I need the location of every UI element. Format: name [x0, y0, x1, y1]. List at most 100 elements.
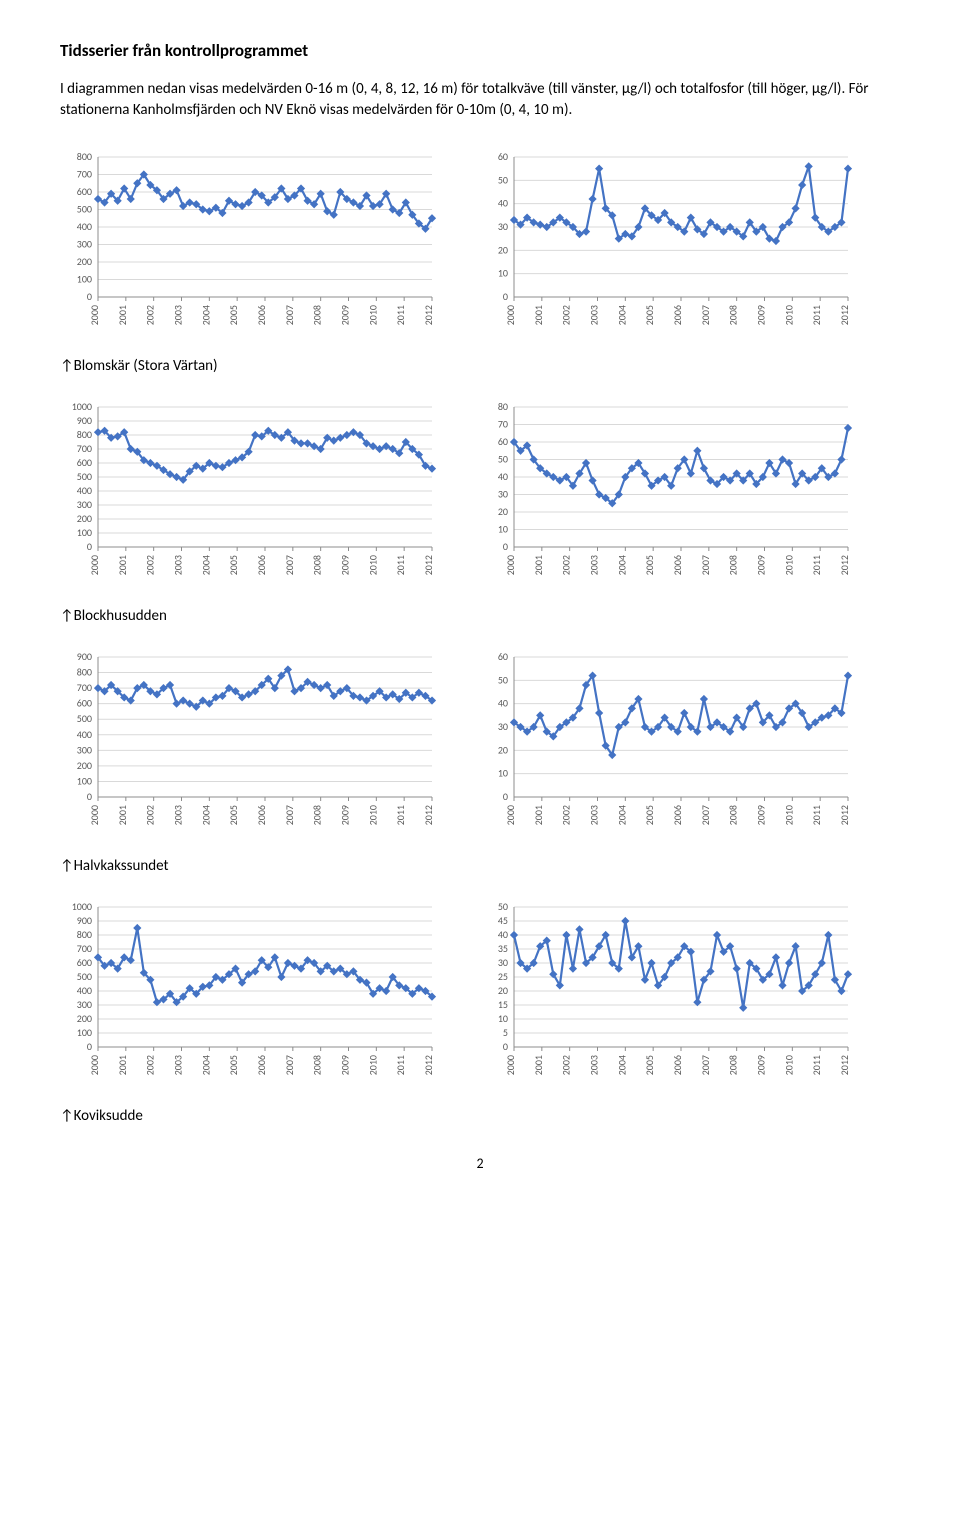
chart: 0102030405060200020012002200320042005200… [476, 649, 856, 849]
svg-text:50: 50 [498, 900, 508, 913]
svg-text:2006: 2006 [255, 305, 268, 325]
svg-text:70: 70 [498, 418, 508, 431]
svg-text:400: 400 [77, 984, 92, 997]
svg-text:30: 30 [498, 220, 508, 233]
chart-row: 0100200300400500600700800200020012002200… [60, 149, 900, 349]
svg-text:50: 50 [498, 173, 508, 186]
svg-text:0: 0 [503, 290, 508, 303]
chart-row: 0100200300400500600700800900200020012002… [60, 649, 900, 849]
svg-text:200: 200 [77, 759, 92, 772]
svg-text:2005: 2005 [643, 805, 656, 825]
chart-wrap: 0100200300400500600700800200020012002200… [60, 149, 440, 349]
svg-text:2011: 2011 [394, 555, 407, 575]
svg-text:800: 800 [77, 666, 92, 679]
svg-text:800: 800 [77, 150, 92, 163]
svg-text:2011: 2011 [810, 1055, 823, 1075]
svg-text:400: 400 [77, 220, 92, 233]
chart-caption: ↑Blomskär (Stora Värtan) [60, 357, 900, 375]
svg-text:10: 10 [498, 767, 508, 780]
svg-text:2000: 2000 [88, 555, 101, 575]
chart-wrap: 0102030405060200020012002200320042005200… [476, 649, 856, 849]
chart-caption: ↑Blockhusudden [60, 607, 900, 625]
svg-text:2012: 2012 [422, 1055, 435, 1075]
charts-container: 0100200300400500600700800200020012002200… [60, 149, 900, 1125]
svg-text:30: 30 [498, 720, 508, 733]
svg-text:400: 400 [77, 484, 92, 497]
svg-text:600: 600 [77, 956, 92, 969]
svg-text:100: 100 [77, 1026, 92, 1039]
svg-text:2006: 2006 [255, 805, 268, 825]
svg-text:2012: 2012 [422, 555, 435, 575]
svg-text:60: 60 [498, 650, 508, 663]
svg-text:100: 100 [77, 526, 92, 539]
svg-text:2008: 2008 [311, 305, 324, 325]
svg-text:2012: 2012 [838, 1055, 851, 1075]
svg-text:600: 600 [77, 456, 92, 469]
svg-text:2009: 2009 [755, 1055, 768, 1075]
chart-row: 0100200300400500600700800900100020002001… [60, 399, 900, 599]
svg-text:2003: 2003 [588, 305, 601, 325]
svg-text:300: 300 [77, 238, 92, 251]
svg-text:2003: 2003 [172, 1055, 185, 1075]
svg-text:2001: 2001 [532, 305, 545, 325]
svg-text:2000: 2000 [88, 805, 101, 825]
svg-text:40: 40 [498, 928, 508, 941]
svg-text:2002: 2002 [560, 1055, 573, 1075]
svg-text:2011: 2011 [394, 305, 407, 325]
svg-text:2004: 2004 [615, 805, 628, 825]
svg-text:10: 10 [498, 267, 508, 280]
svg-text:2011: 2011 [810, 805, 823, 825]
svg-text:20: 20 [498, 984, 508, 997]
svg-text:2005: 2005 [643, 1055, 656, 1075]
svg-text:2008: 2008 [727, 555, 740, 575]
svg-text:2010: 2010 [366, 305, 379, 325]
svg-text:25: 25 [498, 970, 508, 983]
svg-text:2002: 2002 [144, 305, 157, 325]
svg-text:2001: 2001 [116, 1055, 129, 1075]
svg-text:0: 0 [87, 290, 92, 303]
svg-text:2009: 2009 [339, 805, 352, 825]
svg-text:2012: 2012 [838, 555, 851, 575]
svg-text:2003: 2003 [172, 805, 185, 825]
svg-text:2011: 2011 [810, 555, 823, 575]
svg-text:2000: 2000 [504, 305, 517, 325]
svg-text:2000: 2000 [88, 305, 101, 325]
svg-text:2007: 2007 [283, 805, 296, 825]
svg-text:2008: 2008 [727, 1055, 740, 1075]
svg-text:30: 30 [498, 956, 508, 969]
chart-wrap: 0100200300400500600700800900100020002001… [60, 399, 440, 599]
svg-text:700: 700 [77, 442, 92, 455]
svg-text:2003: 2003 [588, 1055, 601, 1075]
svg-text:700: 700 [77, 168, 92, 181]
svg-text:2012: 2012 [422, 805, 435, 825]
svg-text:2003: 2003 [588, 555, 601, 575]
svg-text:0: 0 [503, 1040, 508, 1053]
svg-text:20: 20 [498, 243, 508, 256]
svg-text:40: 40 [498, 470, 508, 483]
svg-text:0: 0 [503, 540, 508, 553]
svg-text:2005: 2005 [643, 555, 656, 575]
svg-text:0: 0 [503, 790, 508, 803]
svg-text:900: 900 [77, 914, 92, 927]
chart-wrap: 0100200300400500600700800900200020012002… [60, 649, 440, 849]
intro-text: I diagrammen nedan visas medelvärden 0-1… [60, 79, 900, 121]
svg-text:2001: 2001 [116, 805, 129, 825]
page-number: 2 [60, 1155, 900, 1172]
svg-text:2008: 2008 [311, 805, 324, 825]
svg-text:2003: 2003 [172, 555, 185, 575]
svg-text:2007: 2007 [283, 555, 296, 575]
svg-text:80: 80 [498, 400, 508, 413]
svg-text:2004: 2004 [615, 555, 628, 575]
svg-text:100: 100 [77, 273, 92, 286]
svg-text:2004: 2004 [199, 805, 212, 825]
svg-text:2010: 2010 [366, 805, 379, 825]
svg-text:2012: 2012 [838, 805, 851, 825]
svg-text:2008: 2008 [727, 305, 740, 325]
svg-text:2009: 2009 [755, 555, 768, 575]
svg-text:500: 500 [77, 203, 92, 216]
svg-text:30: 30 [498, 488, 508, 501]
svg-text:45: 45 [498, 914, 508, 927]
svg-text:2008: 2008 [311, 1055, 324, 1075]
svg-text:2008: 2008 [727, 805, 740, 825]
svg-text:2001: 2001 [116, 305, 129, 325]
